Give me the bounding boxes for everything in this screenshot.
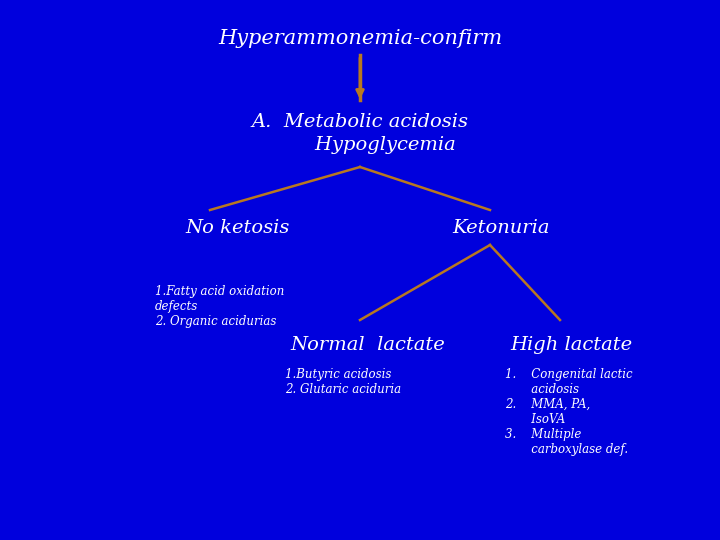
Text: Ketonuria: Ketonuria [452, 219, 549, 237]
Text: 1.Butyric acidosis
2. Glutaric aciduria: 1.Butyric acidosis 2. Glutaric aciduria [285, 368, 401, 396]
Text: 3.    Multiple
       carboxylase def.: 3. Multiple carboxylase def. [505, 428, 628, 456]
Text: A.  Metabolic acidosis: A. Metabolic acidosis [251, 113, 469, 131]
Text: High lactate: High lactate [510, 336, 632, 354]
Text: Normal  lactate: Normal lactate [290, 336, 445, 354]
Text: No ketosis: No ketosis [185, 219, 289, 237]
Text: 2.    MMA, PA,
       IsoVA: 2. MMA, PA, IsoVA [505, 398, 590, 426]
Text: Hyperammonemia-confirm: Hyperammonemia-confirm [218, 29, 502, 48]
Text: Hypoglycemia: Hypoglycemia [265, 136, 455, 154]
Text: 1.Fatty acid oxidation
defects
2. Organic acidurias: 1.Fatty acid oxidation defects 2. Organi… [155, 285, 284, 328]
Text: 1.    Congenital lactic
       acidosis: 1. Congenital lactic acidosis [505, 368, 633, 396]
